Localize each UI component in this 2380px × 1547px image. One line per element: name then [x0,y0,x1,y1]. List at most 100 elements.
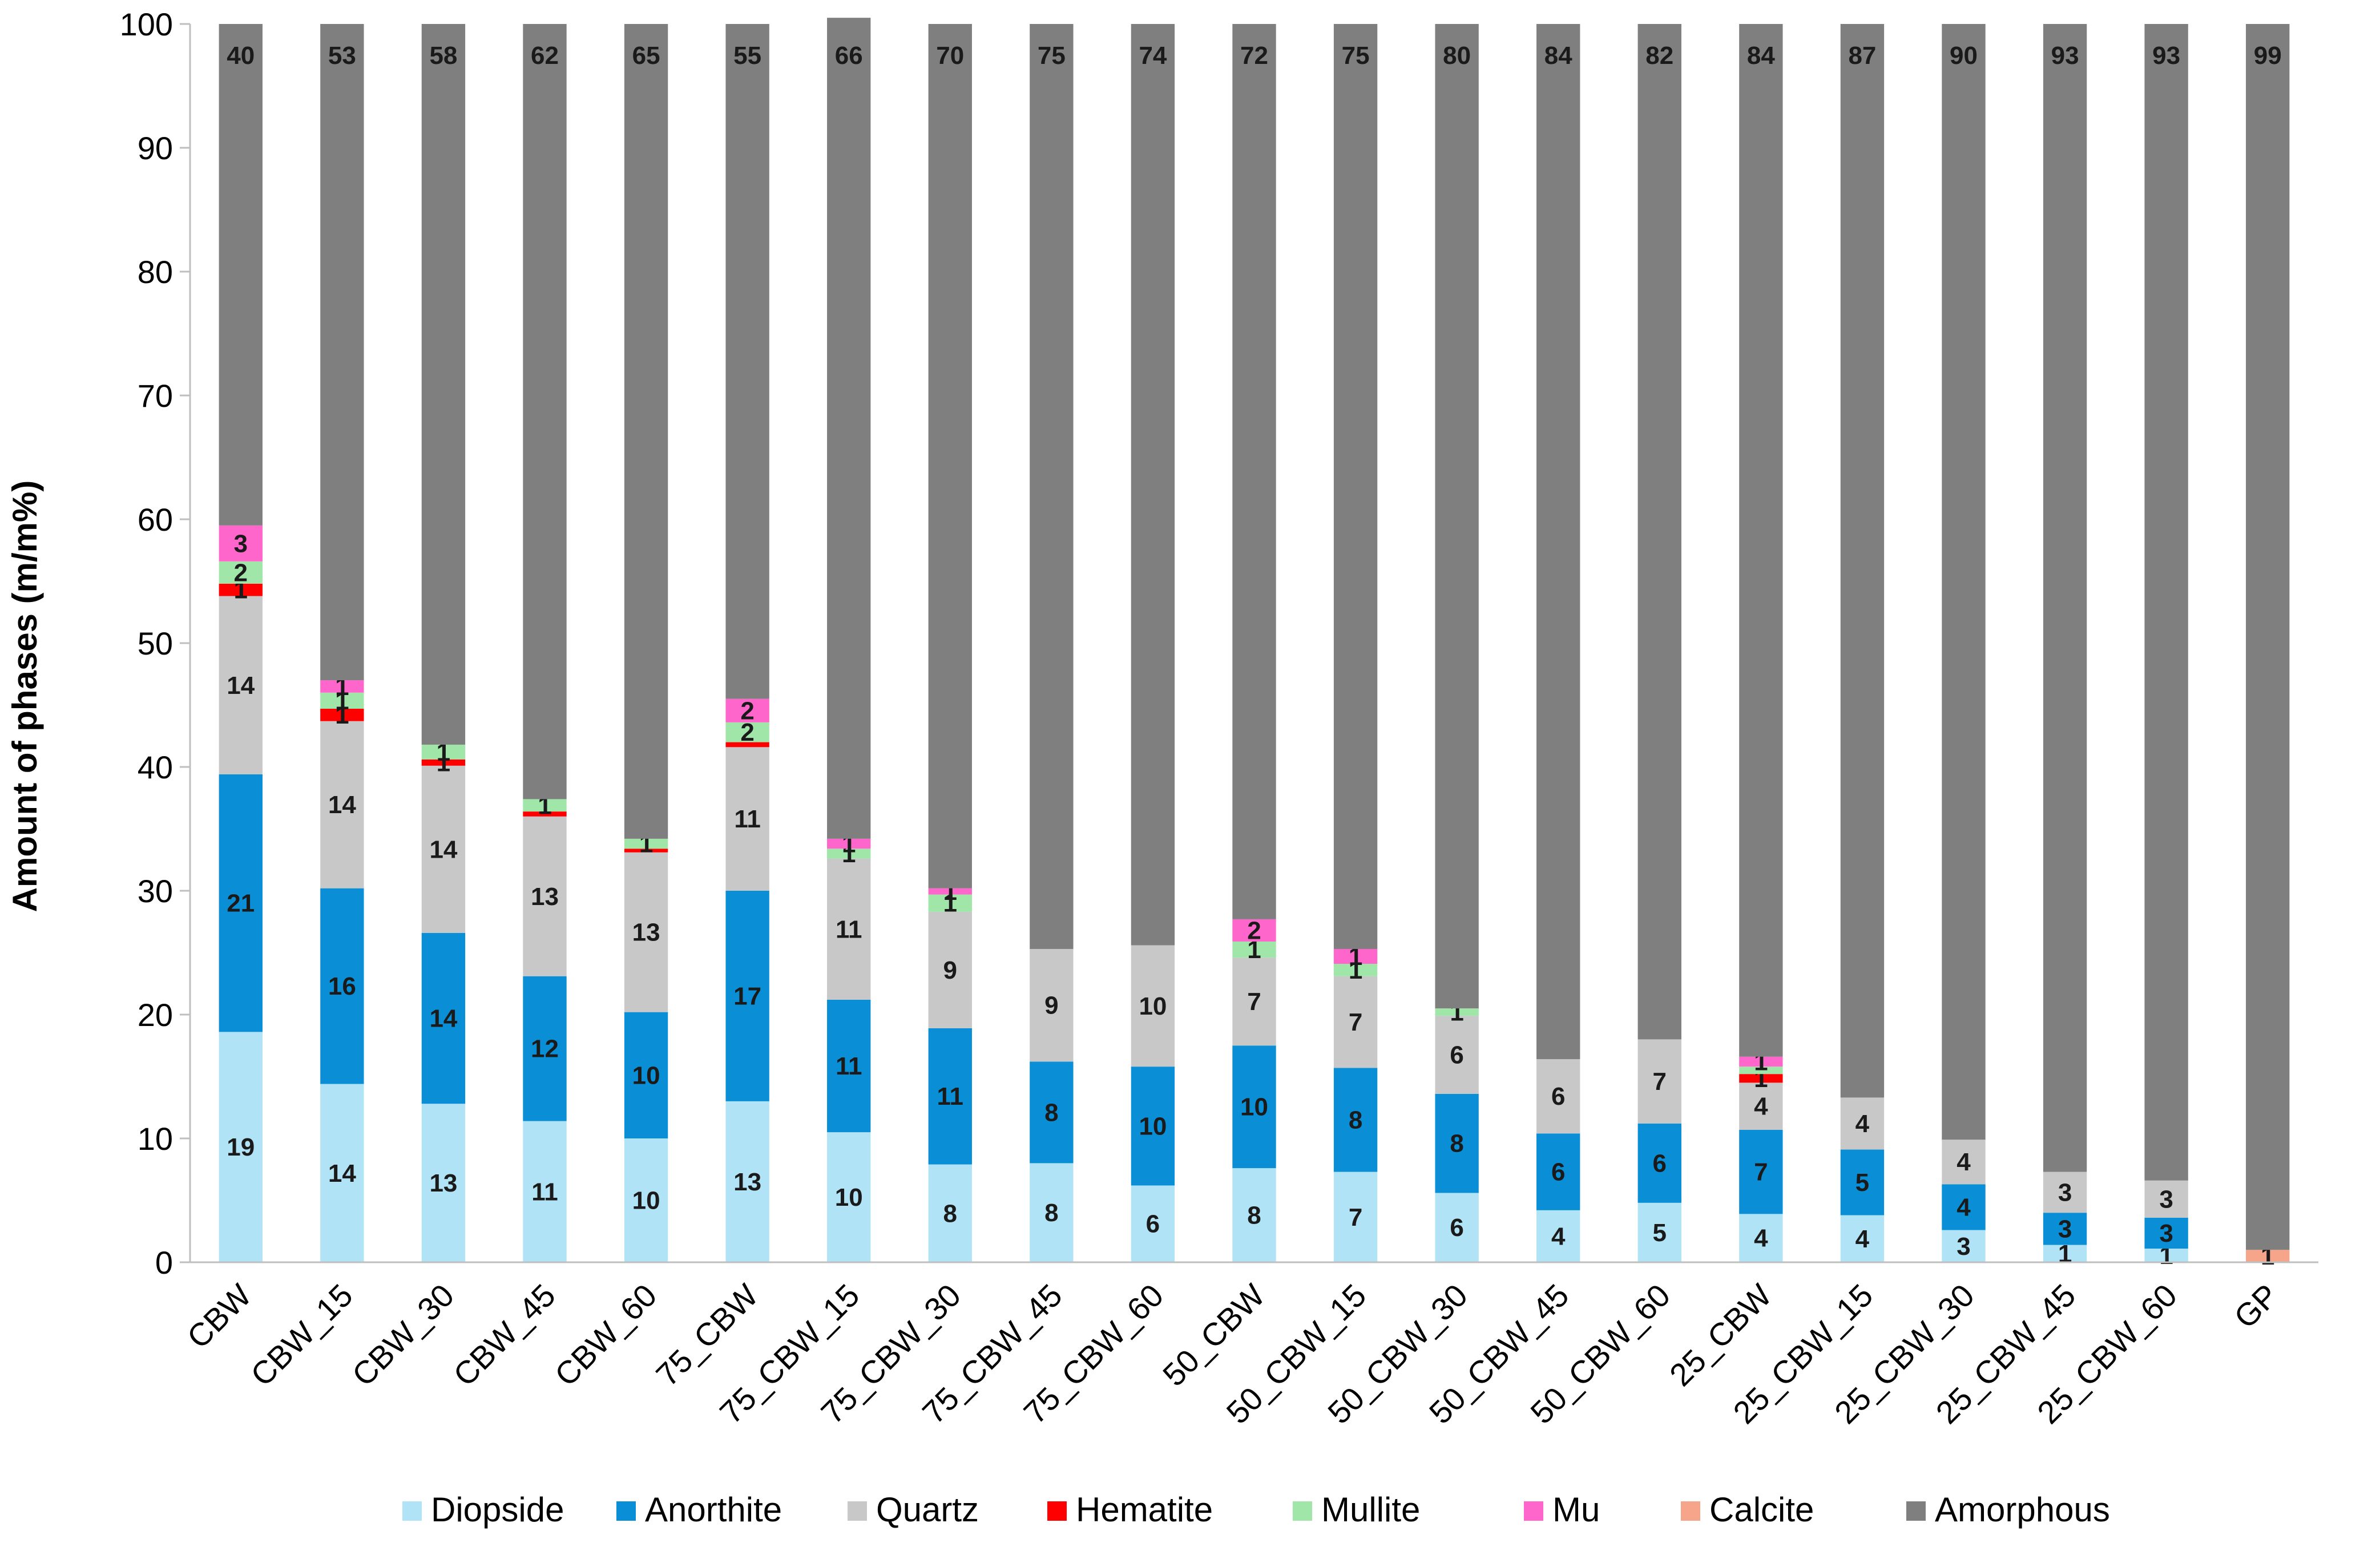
data-label-diopside: 8 [1044,1199,1058,1227]
data-label-diopside: 14 [328,1160,356,1187]
bar-segment-anorthite [523,976,567,1121]
data-label-anorthite: 17 [733,982,761,1010]
data-label-quartz: 6 [1450,1041,1463,1069]
data-label-diopside: 4 [1855,1225,1870,1253]
legend: Diopside Anorthite Quartz Hematite Mullite Mu… [402,1491,2110,1529]
x-category-label: GP [2227,1277,2285,1335]
y-tick-label: 100 [120,6,173,42]
data-label-quartz: 14 [328,791,356,819]
legend-item-anorthite: Anorthite [616,1491,782,1529]
bar-segment-amorphous [1435,24,1479,1009]
data-label-mu: 2 [1247,916,1261,944]
y-tick-label: 80 [138,254,173,290]
x-category-label: CBW_15 [244,1277,360,1393]
bar-segment-quartz [827,858,871,1000]
bar-stack: 4 6 6 84 [1536,24,1580,1262]
data-label-mullite: 2 [234,559,248,587]
data-label-diopside: 6 [1146,1210,1160,1238]
bar-segment-anorthite [320,888,364,1084]
bar-segment-anorthite [1131,1067,1175,1186]
legend-swatch [1047,1501,1067,1521]
legend-item-mullite: Mullite [1293,1491,1420,1529]
data-label-amorphous: 93 [2051,42,2079,70]
bar-segment-quartz [1435,1016,1479,1094]
bar-segment-anorthite [2144,1217,2188,1249]
data-label-amorphous: 84 [1544,42,1572,70]
y-tick-label: 50 [138,625,173,661]
bar-segment-diopside [624,1138,668,1262]
data-label-anorthite: 7 [1754,1158,1768,1186]
data-label-amorphous: 74 [1139,42,1167,70]
data-label-amorphous: 90 [1950,42,1978,70]
data-label-amorphous: 75 [1038,42,1066,70]
bar-segment-diopside [827,1132,871,1262]
bar-segment-anorthite [1536,1133,1580,1210]
bar-segment-amorphous [1030,24,1074,949]
bar-segment-mu [1333,948,1378,964]
bar-segment-mullite [725,722,769,742]
data-label-amorphous: 93 [2152,42,2180,70]
bar-segment-mullite [1232,941,1276,958]
bar-segment-hematite [219,583,263,596]
data-label-diopside: 10 [835,1184,863,1211]
data-label-amorphous: 75 [1342,42,1370,70]
bar-segment-mu [928,888,972,895]
data-label-amorphous: 84 [1747,42,1775,70]
bar-segment-diopside [2144,1249,2188,1262]
y-tick-label: 20 [138,997,173,1033]
bar-segment-hematite [421,759,466,766]
bar-segment-amorphous [2144,24,2188,1181]
bar-segment-mullite [1739,1067,1783,1075]
legend-label: Diopside [431,1491,564,1529]
y-tick-label: 40 [138,749,173,785]
y-tick-label: 90 [138,130,173,166]
data-label-quartz: 7 [1247,988,1261,1016]
y-ticks: 0 10 20 30 40 50 60 70 80 90 100 [120,6,190,1281]
bar-segment-diopside [1232,1168,1276,1262]
legend-item-hematite: Hematite [1047,1491,1213,1529]
bar-stack: 6 10 10 74 [1131,24,1175,1262]
bars-layer: 1921141234014161411153131414115811121316… [219,18,2290,1270]
legend-swatch [848,1501,867,1521]
bar-segment-diopside [1131,1185,1175,1262]
legend-label: Mu [1552,1491,1600,1529]
bar-segment-diopside [523,1121,567,1262]
data-label-quartz: 6 [1551,1083,1565,1110]
bar-segment-amorphous [624,24,668,839]
data-label-anorthite: 6 [1653,1149,1667,1177]
data-label-amorphous: 58 [429,42,457,70]
x-category-label: CBW_30 [345,1277,461,1393]
bar-segment-amorphous [725,24,769,699]
bar-segment-amorphous [827,18,871,839]
bar-segment-diopside [2043,1245,2087,1262]
data-label-anorthite: 14 [429,1005,457,1033]
bar-segment-quartz [1333,976,1378,1068]
legend-label: Quartz [876,1491,979,1529]
legend-label: Anorthite [645,1491,782,1529]
bar-segment-anorthite [1942,1184,1986,1230]
data-label-diopside: 8 [1247,1202,1261,1230]
data-label-amorphous: 62 [531,42,559,70]
data-label-amorphous: 99 [2254,42,2282,70]
data-label-quartz: 9 [1044,992,1058,1020]
data-label-quartz: 13 [531,883,559,911]
legend-label: Amorphous [1935,1491,2110,1529]
bar-segment-quartz [1637,1039,1681,1124]
y-tick-label: 60 [138,502,173,538]
bar-segment-amorphous [928,24,972,888]
bar-segment-quartz [2144,1180,2188,1218]
data-label-anorthite: 3 [2058,1215,2072,1243]
legend-label: Calcite [1709,1491,1814,1529]
x-category-labels: CBWCBW_15CBW_30CBW_45CBW_6075_CBW75_CBW_… [180,1277,2285,1431]
data-label-diopside: 8 [943,1199,957,1227]
bar-stack: 199 [2246,24,2290,1270]
bar-segment-mullite [219,561,263,584]
bar-segment-mullite [928,894,972,912]
